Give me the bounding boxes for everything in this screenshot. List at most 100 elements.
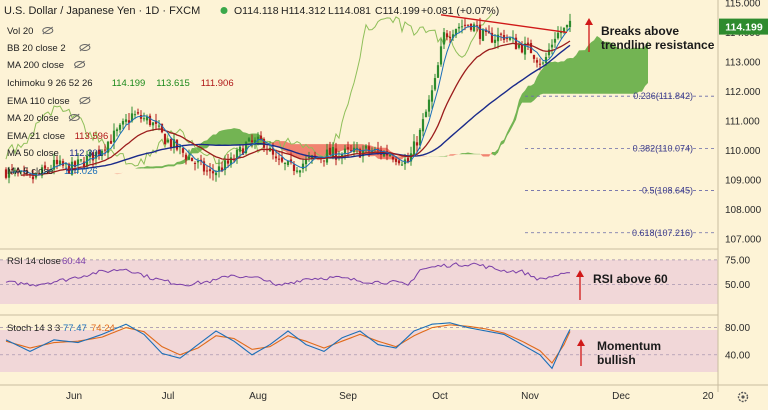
visibility-off-icon[interactable] (79, 43, 91, 52)
candle-body (490, 32, 494, 43)
rsi-pane (0, 259, 718, 304)
rsi-arrow-head (576, 270, 584, 277)
ichimoku-cloud-segment (624, 48, 627, 94)
visibility-off-icon[interactable] (79, 96, 91, 105)
candle-body (283, 163, 287, 165)
momentum-annotation: Momentum (597, 339, 661, 353)
ichimoku-cloud-segment (630, 47, 633, 94)
ichimoku-cloud-segment (249, 133, 252, 145)
time-axis-tick: Nov (521, 391, 539, 402)
candle-body (79, 159, 83, 161)
ichimoku-cloud-segment (243, 132, 246, 145)
candle-body (76, 159, 80, 166)
ichimoku-cloud-segment (645, 40, 648, 87)
ichimoku-cloud-segment (540, 67, 543, 95)
candle-body (553, 38, 557, 43)
candle-body (433, 78, 437, 90)
ichimoku-cloud-segment (156, 166, 159, 169)
candle-body (253, 139, 257, 144)
candle-body (148, 115, 152, 125)
candle-body (556, 32, 560, 39)
ichimoku-cloud-segment (153, 166, 156, 169)
candle-body (349, 150, 353, 152)
candle-body (73, 161, 77, 168)
candle-body (448, 36, 452, 38)
ichimoku-cloud-segment (162, 165, 165, 169)
ohlc-close: C114.199 (375, 5, 420, 17)
time-axis-tick: Aug (249, 391, 267, 402)
candle-body (52, 159, 56, 170)
candle-body (274, 156, 278, 159)
candle-body (13, 170, 17, 172)
candle-body (184, 154, 188, 160)
ichimoku-cloud-segment (498, 141, 501, 153)
breakout-arrow-head (585, 18, 593, 25)
stoch-k-line (5, 322, 571, 370)
candle-body (301, 163, 305, 170)
visibility-off-icon[interactable] (68, 113, 80, 122)
candle-body (346, 147, 350, 150)
time-axis-tick: Jul (162, 391, 175, 402)
ichimoku-cloud-segment (159, 166, 162, 169)
candle-body (523, 43, 527, 55)
candle-body (205, 170, 209, 172)
ichimoku-cloud-segment (516, 100, 519, 120)
stoch-d-line (5, 324, 571, 364)
settings-gear-icon[interactable] (737, 391, 749, 403)
indicator-value: 114.199 (112, 78, 146, 89)
ichimoku-cloud-segment (495, 149, 498, 156)
visibility-off-icon[interactable] (42, 26, 54, 35)
ichimoku-cloud-segment (627, 48, 630, 94)
ichimoku-cloud-segment (129, 168, 132, 173)
ichimoku-cloud-segment (588, 42, 591, 94)
ichimoku-cloud-segment (561, 61, 564, 94)
candle-body (169, 138, 173, 148)
candle-body (502, 35, 506, 40)
time-axis-tick: Oct (432, 391, 448, 402)
momentum-arrow-head (577, 339, 585, 346)
time-axis-tick: 20 (702, 391, 714, 402)
ichimoku-cloud-segment (483, 154, 486, 157)
ichimoku-cloud-segment (240, 129, 243, 145)
candle-body (424, 111, 428, 118)
candle-body (427, 99, 431, 112)
main-price-pane (4, 13, 716, 234)
candle-body (172, 139, 176, 148)
ichimoku-cloud-segment (168, 164, 171, 167)
price-badge (719, 18, 768, 35)
candle-body (208, 169, 212, 172)
candle-body (547, 49, 551, 56)
candle-body (94, 151, 98, 159)
price-axis-tick: 111.000 (725, 117, 760, 128)
ichimoku-cloud-segment (480, 153, 483, 157)
text-layer: 0.236(111.842) 0.382(110.074) 0.5(108.645)… (4, 5, 715, 367)
indicator-label: Ichimoku 9 26 52 26 (7, 78, 93, 89)
candle-body (418, 129, 422, 146)
ichimoku-cloud-segment (339, 144, 342, 152)
ichimoku-cloud-segment (183, 158, 186, 164)
ichimoku-cloud-segment (489, 151, 492, 157)
ichimoku-cloud-segment (318, 144, 321, 161)
rsi-label: RSI 14 close (7, 256, 61, 267)
candle-body (484, 29, 488, 32)
candle-body (568, 20, 572, 28)
candle-body (151, 122, 155, 126)
candle-body (439, 46, 443, 65)
candle-body (367, 146, 371, 152)
breakout-annotation: Breaks above (601, 24, 679, 38)
stoch-axis-tick: 40.00 (725, 350, 750, 361)
candle-body (10, 169, 14, 171)
ichimoku-cloud-segment (297, 144, 300, 158)
candle-body (46, 169, 50, 171)
ichimoku-cloud-segment (606, 41, 609, 94)
candle-body (322, 160, 326, 162)
market-status-dot (220, 7, 228, 14)
candle-body (187, 156, 191, 160)
ohlc-open: O114.118 (234, 5, 279, 17)
candle-body (442, 32, 446, 45)
visibility-off-icon[interactable] (74, 60, 86, 69)
candle-body (259, 135, 263, 140)
fib-level-label: 0.236(111.842) (633, 91, 693, 101)
candle-body (67, 163, 71, 174)
